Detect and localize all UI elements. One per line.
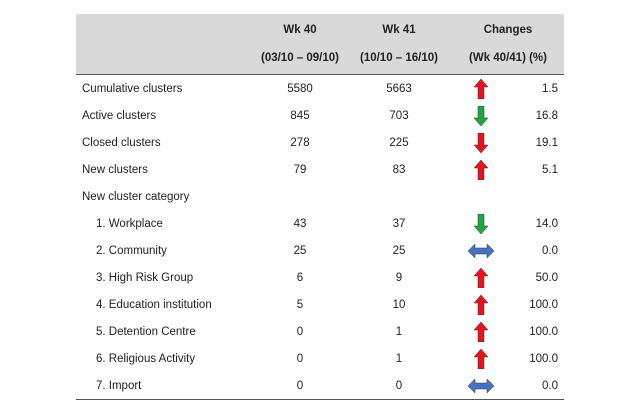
header-week40-dates: (03/10 – 09/10) [254, 44, 346, 75]
row-label: 7. Import [76, 372, 254, 400]
arrow-up-icon [474, 294, 488, 315]
table-row: 3. High Risk Group 6 9 50.0 [76, 264, 564, 291]
week41-value: 0 [346, 372, 452, 400]
week40-value: 5 [296, 298, 304, 311]
arrow-down-icon [474, 213, 488, 234]
arrow-left-right-icon [468, 243, 494, 258]
table-row: Closed clusters 278 225 19.1 [76, 129, 564, 156]
week41-value: 37 [392, 217, 406, 230]
week41-value: 83 [392, 163, 406, 176]
table-body: Cumulative clusters 5580 5663 1.5 Active clu… [76, 75, 564, 400]
cluster-table: Wk 40 Wk 41 Changes (03/10 – 09/10) (10/… [76, 14, 564, 400]
arrow-up-icon [474, 321, 488, 342]
table-row: 7. Import 0 0 0.0 [76, 372, 564, 400]
change-percent: 0.0 [542, 379, 558, 392]
arrow-up-icon [474, 348, 488, 369]
change-cell: 14.0 [452, 210, 564, 237]
row-label: Closed clusters [82, 136, 161, 149]
table-row: 5. Detention Centre 0 1 100.0 [76, 318, 564, 345]
week40-value: 0 [296, 325, 304, 338]
row-label: 6. Religious Activity [96, 352, 196, 365]
change-percent: 0.0 [542, 244, 558, 257]
row-label: 4. Education institution [96, 298, 212, 311]
week40-value: 845 [290, 109, 310, 122]
arrow-down-icon [474, 105, 488, 126]
change-percent: 14.0 [535, 217, 558, 230]
week41-value: 225 [389, 136, 409, 149]
table-row: 1. Workplace 43 37 14.0 [76, 210, 564, 237]
week41-value: 9 [395, 271, 403, 284]
table-row: 6. Religious Activity 0 1 100.0 [76, 345, 564, 372]
change-cell: 5.1 [452, 156, 564, 183]
table-row: New clusters 79 83 5.1 [76, 156, 564, 183]
change-cell: 0.0 [452, 237, 564, 264]
header-changes-sub: (Wk 40/41) (%) [452, 44, 564, 75]
week40-value: 25 [293, 244, 307, 257]
row-label: 2. Community [96, 244, 167, 257]
change-cell: 19.1 [452, 129, 564, 156]
header-changes: Changes [483, 24, 533, 36]
header-blank [76, 14, 254, 44]
header-week41: Wk 41 [382, 24, 416, 36]
header-week41-dates: (10/10 – 16/10) [346, 44, 452, 75]
change-cell: 1.5 [452, 75, 564, 103]
row-label: 3. High Risk Group [96, 271, 194, 284]
week40-value: 5580 [287, 82, 313, 95]
change-cell: 0.0 [452, 372, 564, 400]
table-row: 4. Education institution 5 10 100.0 [76, 291, 564, 318]
arrow-up-icon [474, 267, 488, 288]
table-row: New cluster category [76, 183, 564, 210]
week41-value: 5663 [386, 82, 412, 95]
week40-value [254, 183, 346, 210]
table-header: Wk 40 Wk 41 Changes (03/10 – 09/10) (10/… [76, 14, 564, 75]
change-percent: 16.8 [535, 109, 558, 122]
arrow-left-right-icon [468, 378, 494, 393]
table-row: Active clusters 845 703 16.8 [76, 102, 564, 129]
change-percent: 5.1 [542, 163, 558, 176]
row-label: New clusters [82, 163, 148, 176]
change-percent: 100.0 [529, 298, 558, 311]
change-cell [452, 183, 564, 210]
change-percent: 50.0 [535, 271, 558, 284]
change-cell: 50.0 [452, 264, 564, 291]
arrow-up-icon [474, 159, 488, 180]
week40-value: 6 [296, 271, 304, 284]
week41-value: 703 [389, 109, 409, 122]
arrow-up-icon [474, 78, 488, 99]
week40-value: 0 [296, 352, 304, 365]
change-cell: 100.0 [452, 318, 564, 345]
week41-value: 25 [392, 244, 406, 257]
week40-value: 79 [293, 163, 307, 176]
week40-value: 43 [293, 217, 307, 230]
week41-value: 1 [395, 352, 403, 365]
change-cell: 100.0 [452, 345, 564, 372]
row-label: Cumulative clusters [82, 82, 183, 95]
row-label: 1. Workplace [96, 217, 163, 230]
header-blank-2 [76, 44, 254, 75]
header-week40: Wk 40 [283, 24, 317, 36]
change-percent: 100.0 [529, 352, 558, 365]
week40-value: 0 [254, 372, 346, 400]
change-cell: 16.8 [452, 102, 564, 129]
table-row: Cumulative clusters 5580 5663 1.5 [76, 75, 564, 103]
change-percent: 19.1 [535, 136, 558, 149]
change-cell: 100.0 [452, 291, 564, 318]
week41-value: 1 [395, 325, 403, 338]
change-percent: 100.0 [529, 325, 558, 338]
week40-value: 278 [290, 136, 310, 149]
week41-value [346, 183, 452, 210]
arrow-down-icon [474, 132, 488, 153]
change-percent: 1.5 [542, 82, 558, 95]
week41-value: 10 [392, 298, 406, 311]
row-label: Active clusters [82, 109, 157, 122]
table-row: 2. Community 25 25 0.0 [76, 237, 564, 264]
row-label: New cluster category [82, 190, 190, 203]
row-label: 5. Detention Centre [96, 325, 196, 338]
